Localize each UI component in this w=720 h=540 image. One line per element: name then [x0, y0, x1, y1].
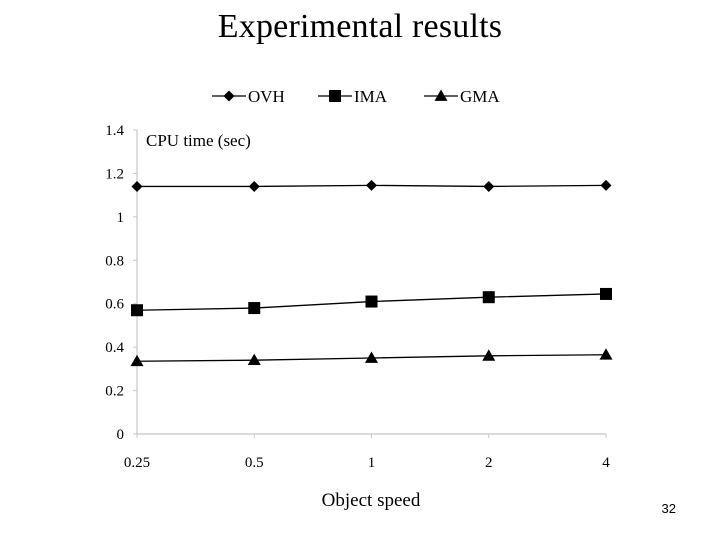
x-axis-ticks: 0.25 0.5 1 2 4	[124, 434, 610, 471]
legend-marker-ima	[329, 90, 341, 102]
data-point-ima	[482, 291, 495, 304]
series-lines	[136, 184, 607, 362]
y-tick-label: 0.8	[105, 253, 124, 269]
data-point-ovh	[131, 180, 143, 192]
legend-label-ovh: OVH	[248, 87, 285, 106]
legend-marker-gma	[434, 89, 448, 101]
chart-axes	[136, 130, 606, 435]
data-point-gma	[247, 353, 261, 366]
slide-title: Experimental results	[217, 8, 503, 45]
data-point-ima	[248, 302, 261, 315]
y-tick-label: 0.6	[105, 297, 124, 313]
data-point-gma	[130, 354, 144, 367]
data-point-ovh	[248, 180, 260, 192]
y-tick-label: 1.2	[105, 166, 124, 182]
data-point-ovh	[366, 179, 377, 191]
x-axis-label: Object speed	[322, 490, 421, 511]
data-point-gma	[482, 349, 496, 361]
legend-marker-ovh	[223, 90, 235, 102]
data-point-ima	[365, 295, 378, 308]
legend-label-gma: GMA	[460, 87, 500, 106]
x-tick-label: 1	[368, 455, 376, 471]
data-point-ima	[131, 304, 143, 317]
data-point-gma	[599, 348, 613, 360]
y-tick-label: 1.4	[105, 123, 124, 139]
y-tick-label: 0.2	[105, 384, 124, 400]
chart-legend: OVH IMA GMA	[212, 87, 500, 106]
x-tick-label: 4	[602, 455, 610, 471]
y-axis-label: CPU time (sec)	[146, 131, 251, 150]
data-point-ima	[600, 287, 612, 300]
data-point-gma	[365, 351, 378, 363]
y-tick-label: 0.4	[105, 340, 124, 356]
x-tick-label: 0.5	[245, 455, 264, 471]
legend-label-ima: IMA	[354, 87, 388, 106]
data-point-ovh	[600, 179, 612, 191]
x-tick-label: 2	[485, 455, 493, 471]
y-tick-label: 1	[117, 210, 125, 226]
data-point-ovh	[483, 180, 495, 192]
y-axis-ticks: 0 0.2 0.4 0.6 0.8 1 1.2 1.4	[105, 123, 137, 443]
page-number: 32	[661, 501, 676, 516]
x-tick-label: 0.25	[124, 455, 150, 471]
y-tick-label: 0	[117, 427, 125, 443]
series-markers	[130, 179, 613, 367]
